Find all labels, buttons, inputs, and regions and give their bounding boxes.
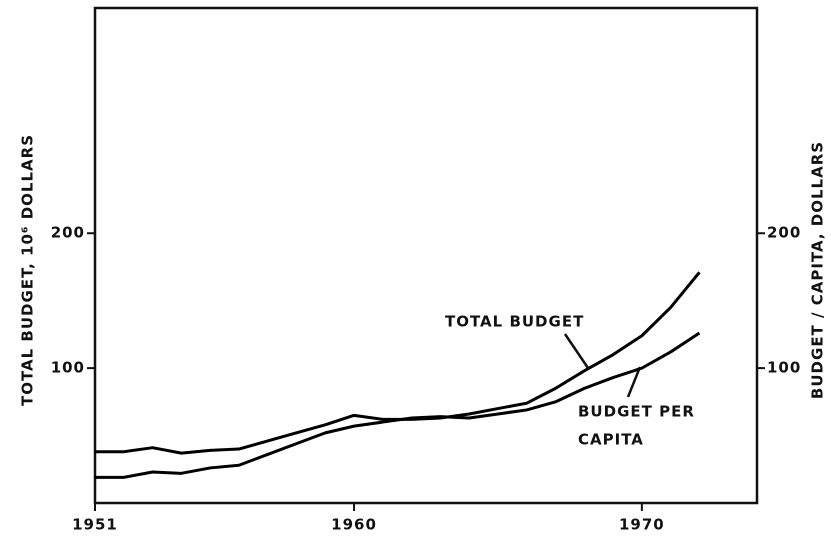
annotation: TOTAL BUDGET (445, 313, 584, 331)
y2-tick-label: 200 (767, 224, 801, 242)
x-tick-label: 1970 (619, 516, 665, 534)
annotation: BUDGET PER (578, 403, 695, 421)
y-axis-label: TOTAL BUDGET, 10⁶ DOLLARS (19, 134, 37, 406)
y2-tick-label: 100 (767, 359, 801, 377)
y2-axis-label: BUDGET / CAPITA, DOLLARS (809, 141, 827, 399)
leader-line (563, 333, 590, 369)
y-tick-label: 100 (51, 359, 85, 377)
x-tick-label: 1951 (72, 516, 118, 534)
leader-line (626, 366, 642, 398)
plot-frame (93, 6, 759, 505)
series-line (95, 331, 701, 479)
annotation: CAPITA (578, 431, 644, 449)
series-line (95, 271, 701, 455)
x-tick-label: 1960 (331, 516, 377, 534)
y-tick-label: 200 (51, 224, 85, 242)
